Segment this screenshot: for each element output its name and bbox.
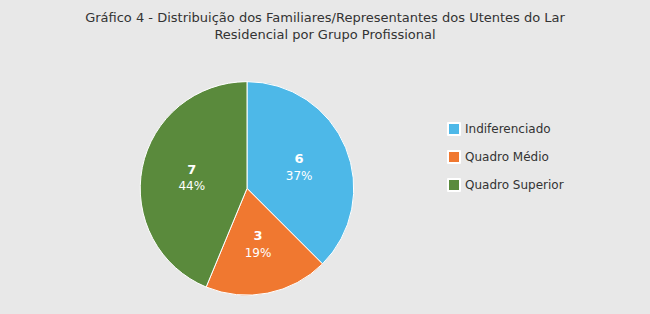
svg-text:37%: 37% [286, 169, 313, 183]
svg-text:44%: 44% [178, 179, 205, 193]
svg-text:Quadro Superior: Quadro Superior [465, 178, 564, 192]
svg-text:Residencial por Grupo Profissi: Residencial por Grupo Profissional [214, 27, 435, 42]
svg-text:19%: 19% [245, 246, 272, 260]
svg-text:Quadro Médio: Quadro Médio [465, 150, 549, 164]
svg-text:7: 7 [187, 162, 196, 177]
svg-text:3: 3 [253, 228, 262, 243]
svg-text:6: 6 [295, 151, 304, 166]
svg-text:Indiferenciado: Indiferenciado [465, 122, 551, 136]
svg-text:Gráfico 4 - Distribuição dos F: Gráfico 4 - Distribuição dos Familiares/… [85, 10, 565, 25]
